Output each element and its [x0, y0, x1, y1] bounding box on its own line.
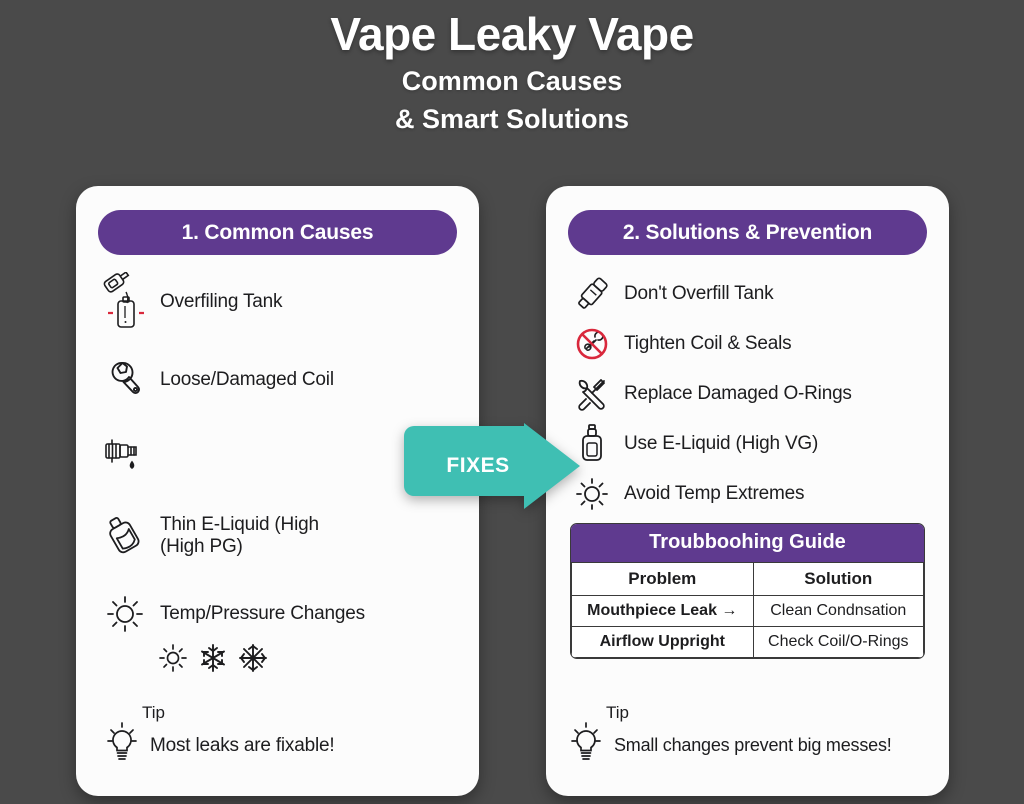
no-wrench-prohibited-icon [572, 321, 612, 367]
solutions-card: 2. Solutions & Prevention Don't Overfill… [546, 186, 949, 796]
list-item[interactable]: Temp/Pressure Changes [76, 583, 479, 645]
cell-solution: Clean Condnsation [752, 595, 924, 627]
tip-label: Tip [142, 703, 165, 722]
list-item[interactable]: Tighten Coil & Seals [546, 321, 949, 367]
list-item-label: Loose/Damaged Coil [160, 368, 334, 390]
list-item[interactable]: Don't Overfill Tank [546, 271, 949, 317]
list-item-label: Temp/Pressure Changes [160, 602, 365, 624]
list-item[interactable]: Thin E-Liquid (High (High PG) [76, 505, 479, 567]
tip-block: Tip Most leaks are fixable! [102, 703, 459, 770]
list-item[interactable]: Loose/Damaged Coil [76, 349, 479, 411]
lightbulb-icon [102, 721, 142, 770]
page-header: Vape Leaky Vape Common Causes & Smart So… [0, 0, 1024, 139]
list-item-label: Thin E-Liquid (High (High PG) [160, 513, 319, 557]
list-item-label: Avoid Temp Extremes [624, 482, 805, 504]
page-subtitle-line1: Common Causes [401, 66, 623, 97]
page-title: Vape Leaky Vape [330, 8, 694, 60]
common-causes-list: Overfiling Tank Loose/Damaged Coil [76, 271, 479, 678]
coil-connector-drip-icon [102, 427, 148, 489]
list-item-label: Overfiling Tank [160, 290, 283, 312]
fixes-arrow-icon [404, 423, 580, 509]
tip-label: Tip [606, 703, 629, 722]
list-item[interactable]: Use E-Liquid (High VG) [546, 421, 949, 467]
bottle-filling-tank-icon [102, 271, 148, 333]
list-item-label: Don't Overfill Tank [624, 282, 774, 304]
vape-device-icon [572, 271, 612, 317]
cell-solution: Check Coil/O-Rings [752, 626, 924, 658]
eliquid-bottle-icon [572, 421, 612, 467]
eliquid-bottle-icon [102, 505, 148, 567]
list-item-label: Use E-Liquid (High VG) [624, 432, 819, 454]
tip-block: Tip Small changes prevent big messes! [566, 703, 929, 770]
sun-icon [158, 643, 188, 678]
list-item[interactable]: Avoid Temp Extremes [546, 471, 949, 517]
snowflake-icon [198, 643, 228, 678]
list-item[interactable] [76, 427, 479, 489]
common-causes-header: 1. Common Causes [98, 210, 457, 255]
crossed-tools-icon [572, 371, 612, 417]
table-row: Airflow Uppright Check Coil/O-Rings [571, 626, 924, 658]
table-row: Mouthpiece Leak → Clean Condnsation [571, 595, 924, 627]
cell-problem: Mouthpiece Leak → [571, 595, 754, 627]
weather-sub-icons [76, 643, 479, 678]
list-item-label: Tighten Coil & Seals [624, 332, 792, 354]
column-header-problem: Problem [571, 562, 754, 596]
list-item-label: Replace Damaged O-Rings [624, 382, 852, 404]
sun-icon [572, 471, 612, 517]
tip-text: Small changes prevent big messes! [614, 735, 892, 755]
cards-container: 1. Common Causes [0, 186, 1024, 798]
snowflake-alt-icon [238, 643, 268, 678]
solutions-header: 2. Solutions & Prevention [568, 210, 927, 255]
list-item[interactable]: Replace Damaged O-Rings [546, 371, 949, 417]
list-item[interactable]: Overfiling Tank [76, 271, 479, 333]
wrench-icon [102, 349, 148, 411]
lightbulb-icon [566, 721, 606, 770]
table-header-row: Problem Solution [571, 562, 924, 596]
tip-text: Most leaks are fixable! [150, 734, 335, 756]
sun-icon [102, 583, 148, 645]
solutions-list: Don't Overfill Tank Tighten Coil & Seals [546, 271, 949, 517]
cell-problem: Airflow Uppright [571, 626, 754, 658]
page-subtitle-line2: & Smart Solutions [394, 104, 630, 135]
column-header-solution: Solution [752, 562, 924, 596]
troubleshooting-table: Troubboohing Guide Problem Solution Mout… [570, 523, 925, 659]
table-title: Troubboohing Guide [571, 524, 924, 562]
